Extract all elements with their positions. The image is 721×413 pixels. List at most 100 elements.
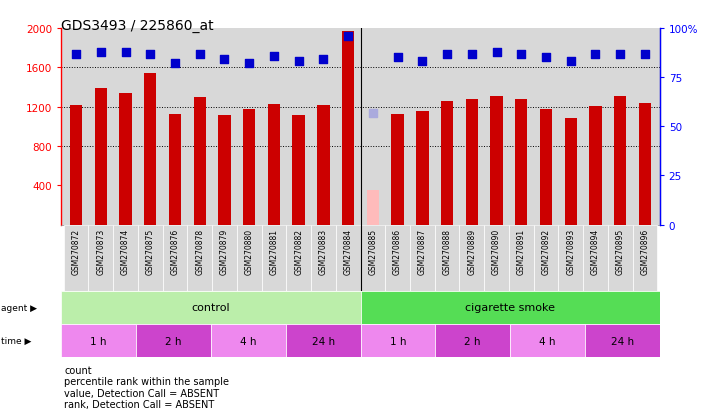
Point	[639, 51, 650, 58]
Point	[318, 57, 329, 64]
Bar	[144, 74, 156, 225]
Text: GSM270886: GSM270886	[393, 228, 402, 274]
Text: 1 h: 1 h	[90, 336, 107, 346]
Bar	[360, 225, 385, 291]
Text: GSM270896: GSM270896	[640, 228, 650, 275]
Bar	[540, 109, 552, 225]
Point	[392, 55, 403, 62]
Text: rank, Detection Call = ABSENT: rank, Detection Call = ABSENT	[64, 399, 214, 409]
Text: GSM270884: GSM270884	[344, 228, 353, 274]
Point	[540, 55, 552, 62]
Point	[218, 57, 230, 64]
Text: GSM270876: GSM270876	[171, 228, 180, 275]
Text: 24 h: 24 h	[311, 336, 335, 346]
Bar	[565, 119, 577, 225]
Bar	[169, 114, 181, 225]
Bar	[286, 324, 360, 357]
Bar	[113, 225, 138, 291]
Bar	[435, 225, 459, 291]
Bar	[484, 225, 509, 291]
Point	[614, 51, 626, 58]
Text: 1 h: 1 h	[389, 336, 406, 346]
Point	[590, 51, 601, 58]
Bar	[534, 225, 558, 291]
Bar	[136, 324, 211, 357]
Bar	[410, 225, 435, 291]
Bar	[441, 102, 454, 225]
Point	[95, 49, 107, 56]
Bar	[632, 225, 658, 291]
Point	[342, 33, 354, 40]
Bar	[262, 225, 286, 291]
Bar	[61, 291, 360, 324]
Bar	[459, 225, 484, 291]
Point	[293, 59, 304, 66]
Text: GSM270874: GSM270874	[121, 228, 130, 275]
Text: 2 h: 2 h	[464, 336, 481, 346]
Text: GSM270887: GSM270887	[418, 228, 427, 274]
Point	[491, 49, 503, 56]
Bar	[311, 225, 336, 291]
Point	[194, 51, 205, 58]
Point	[441, 51, 453, 58]
Point	[71, 51, 82, 58]
Text: GSM270878: GSM270878	[195, 228, 204, 274]
Point	[169, 61, 181, 67]
Bar	[70, 105, 82, 225]
Bar	[360, 324, 435, 357]
Bar	[336, 225, 360, 291]
Bar	[510, 324, 585, 357]
Point	[565, 59, 577, 66]
Bar	[392, 114, 404, 225]
Bar	[63, 225, 89, 291]
Text: GSM270875: GSM270875	[146, 228, 155, 275]
Point	[120, 49, 131, 56]
Text: GSM270879: GSM270879	[220, 228, 229, 275]
Bar	[589, 107, 601, 225]
Text: GSM270888: GSM270888	[443, 228, 451, 274]
Text: time ▶: time ▶	[1, 336, 32, 345]
Bar	[218, 115, 231, 225]
Bar	[416, 111, 428, 225]
Bar	[639, 103, 651, 225]
Text: count: count	[64, 365, 92, 375]
Text: value, Detection Call = ABSENT: value, Detection Call = ABSENT	[64, 388, 219, 398]
Text: GSM270895: GSM270895	[616, 228, 624, 275]
Text: GSM270890: GSM270890	[492, 228, 501, 275]
Text: GSM270893: GSM270893	[566, 228, 575, 275]
Bar	[94, 89, 107, 225]
Point	[417, 59, 428, 66]
Text: agent ▶: agent ▶	[1, 303, 37, 312]
Bar	[243, 109, 255, 225]
Bar	[342, 32, 354, 225]
Point	[516, 51, 527, 58]
Bar	[466, 100, 478, 225]
Bar	[293, 115, 305, 225]
Bar	[187, 225, 212, 291]
Text: GSM270881: GSM270881	[270, 228, 278, 274]
Text: GSM270889: GSM270889	[467, 228, 477, 274]
Text: GDS3493 / 225860_at: GDS3493 / 225860_at	[61, 19, 214, 33]
Text: 24 h: 24 h	[611, 336, 634, 346]
Text: control: control	[192, 303, 230, 313]
Bar	[509, 225, 534, 291]
Bar	[163, 225, 187, 291]
Bar	[585, 324, 660, 357]
Text: GSM270872: GSM270872	[71, 228, 81, 274]
Bar	[120, 94, 132, 225]
Bar	[360, 291, 660, 324]
Bar	[385, 225, 410, 291]
Bar	[193, 97, 206, 225]
Text: 4 h: 4 h	[240, 336, 257, 346]
Point	[466, 51, 477, 58]
Bar	[367, 191, 379, 225]
Bar	[267, 104, 280, 225]
Text: GSM270894: GSM270894	[591, 228, 600, 275]
Text: 4 h: 4 h	[539, 336, 556, 346]
Bar	[317, 105, 329, 225]
Text: percentile rank within the sample: percentile rank within the sample	[64, 376, 229, 386]
Bar	[583, 225, 608, 291]
Bar	[515, 100, 528, 225]
Bar	[435, 324, 510, 357]
Bar	[212, 225, 237, 291]
